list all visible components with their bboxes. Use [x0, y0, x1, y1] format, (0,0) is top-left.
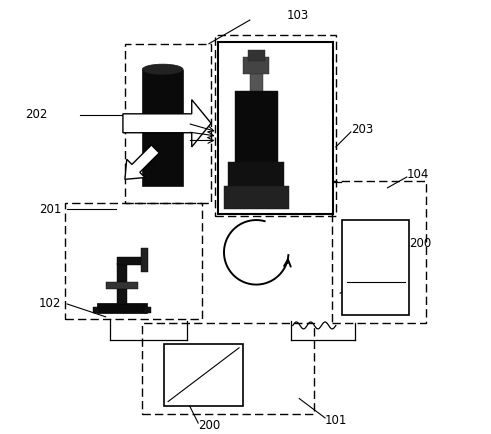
Bar	[125, 44, 211, 203]
Text: 100: 100	[364, 272, 386, 285]
Text: 101: 101	[325, 414, 348, 427]
Bar	[142, 69, 183, 186]
Bar	[97, 303, 147, 312]
Bar	[142, 323, 314, 414]
Bar	[106, 283, 138, 289]
Bar	[247, 50, 265, 61]
Bar	[331, 181, 426, 323]
Text: 103: 103	[286, 9, 309, 22]
Bar	[228, 162, 284, 192]
Bar	[342, 220, 409, 315]
Ellipse shape	[142, 64, 183, 75]
Bar	[140, 248, 148, 272]
Bar	[144, 307, 151, 312]
Polygon shape	[123, 100, 211, 147]
Text: 202: 202	[25, 108, 48, 121]
Bar	[250, 61, 263, 104]
Bar	[93, 307, 99, 312]
Bar	[65, 203, 202, 319]
Bar	[244, 56, 269, 74]
Bar	[164, 343, 244, 406]
Bar	[117, 257, 145, 265]
Text: 102: 102	[39, 297, 61, 310]
Bar	[218, 42, 333, 214]
Bar	[216, 35, 336, 216]
Bar	[224, 186, 289, 209]
Text: 200: 200	[198, 419, 220, 432]
Bar	[117, 263, 127, 304]
Bar	[235, 91, 278, 177]
Text: 104: 104	[407, 168, 429, 181]
Text: 201: 201	[39, 203, 61, 216]
Polygon shape	[125, 145, 159, 179]
Text: 200: 200	[409, 237, 431, 250]
Text: 203: 203	[351, 123, 373, 136]
